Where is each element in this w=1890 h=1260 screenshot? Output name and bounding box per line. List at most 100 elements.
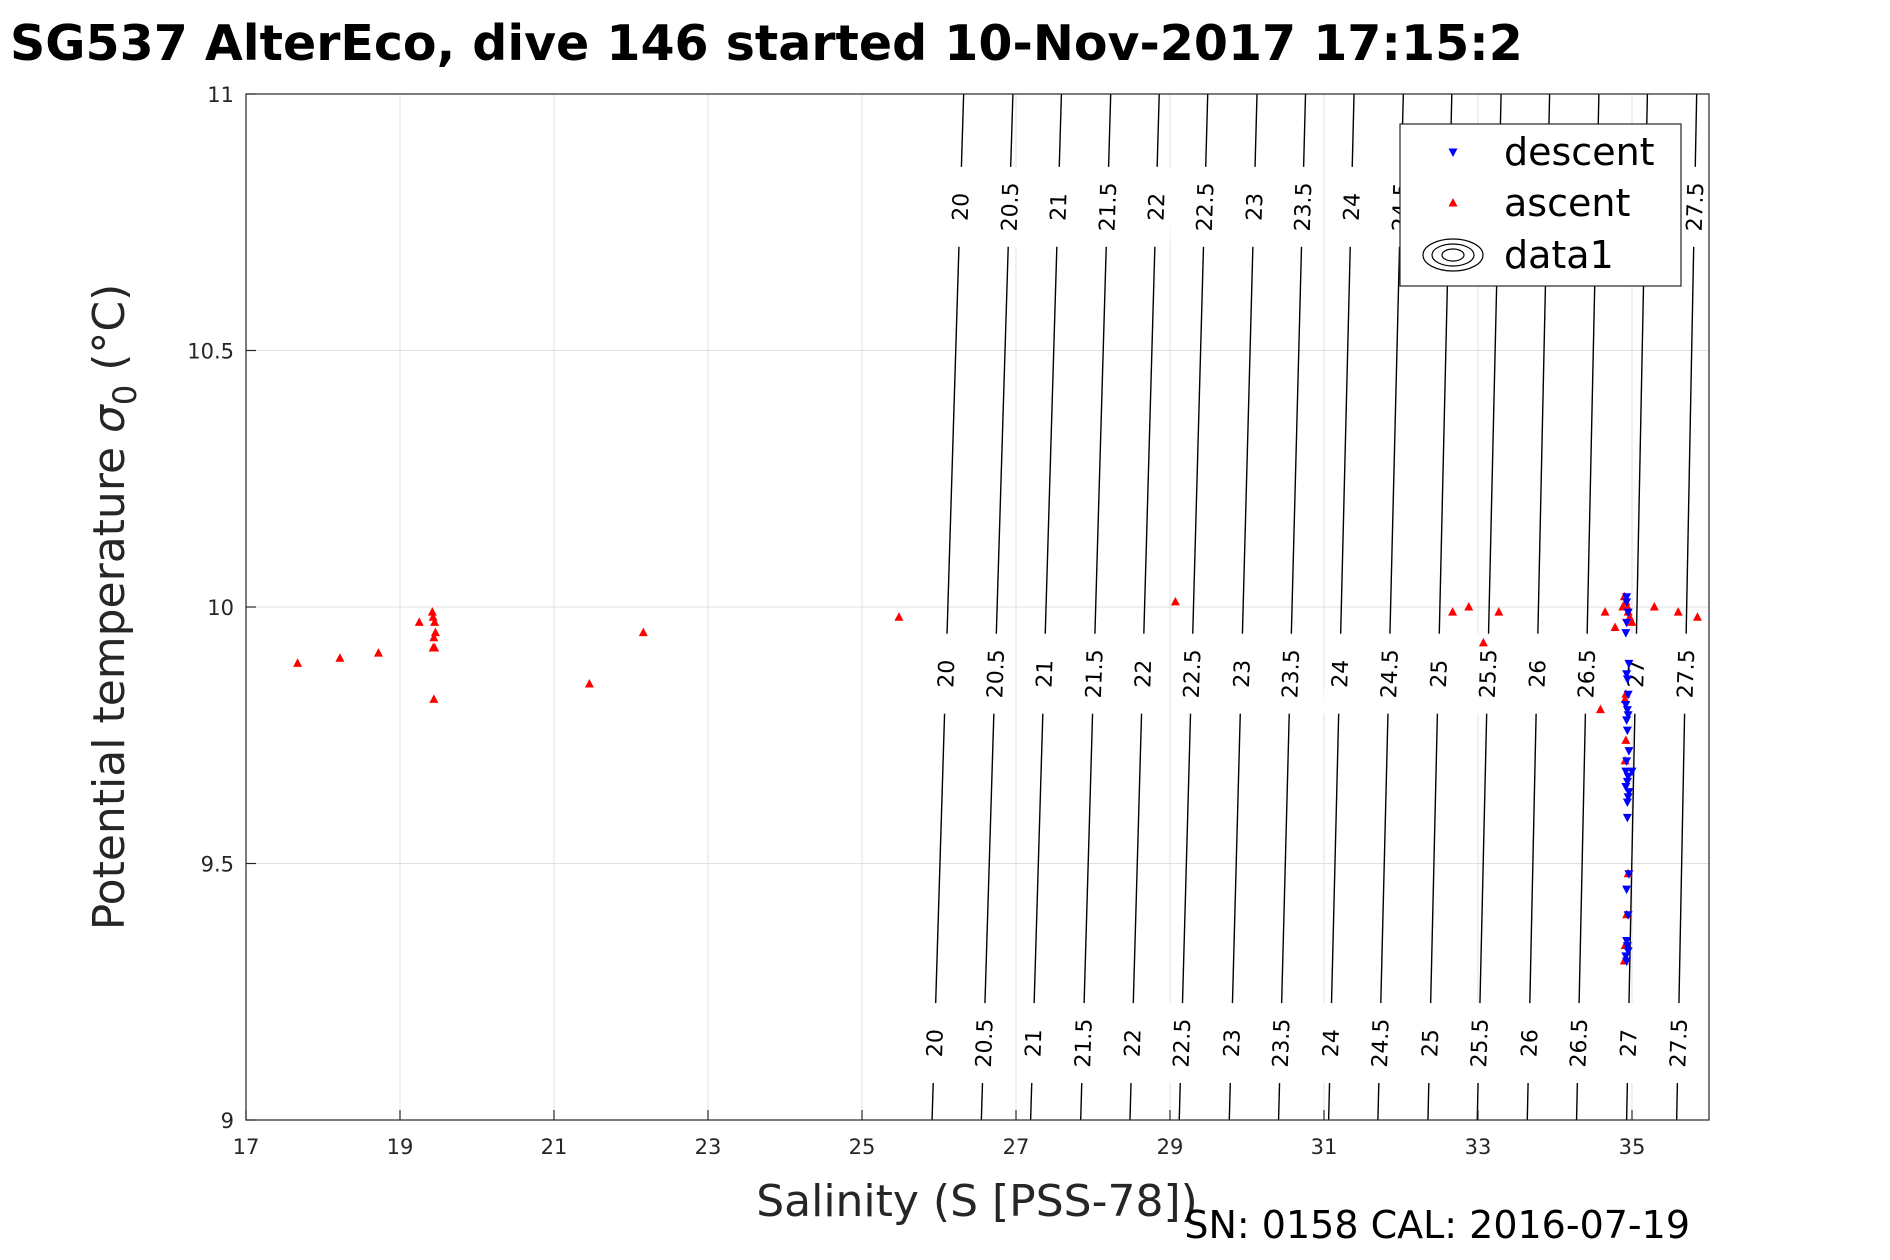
contour-line <box>980 93 1014 1121</box>
contour-label-text: 25.5 <box>1467 1018 1494 1068</box>
contour-label: 22.5 <box>1188 166 1221 248</box>
contour-label: 25.5 <box>1471 633 1505 715</box>
contour-label-text: 22 <box>1145 192 1171 221</box>
ascent-point <box>430 617 440 626</box>
contour-line <box>1377 93 1405 1121</box>
contour-label: 23.5 <box>1264 1002 1297 1084</box>
contour-label: 22.5 <box>1175 633 1209 715</box>
ascent-point <box>1621 735 1631 744</box>
contour-label-text: 27 <box>1617 1029 1643 1058</box>
contour-label-text: 20.5 <box>983 649 1010 699</box>
contour-label: 25 <box>1421 633 1455 715</box>
descent-point <box>1624 788 1634 797</box>
ascent-point <box>1448 607 1458 616</box>
descent-point <box>1623 711 1633 720</box>
legend-contour-icon <box>1441 248 1465 262</box>
ascent-point <box>1692 612 1702 621</box>
descent-point <box>1623 608 1633 618</box>
x-tick-label: 33 <box>1465 1135 1492 1159</box>
ascent-point <box>1170 596 1180 606</box>
contour-label-background <box>967 1002 1001 1084</box>
ascent-point <box>1673 607 1683 616</box>
contour-label: 27 <box>1611 1002 1645 1084</box>
contour-line <box>1277 93 1307 1121</box>
contour-label: 22.5 <box>1164 1002 1198 1084</box>
contour-label-text: 20 <box>923 1029 949 1058</box>
contour-label-text: 24 <box>1319 1029 1345 1058</box>
contour-label-text: 24 <box>1328 659 1354 688</box>
ascent-point <box>1464 602 1474 611</box>
contour-label-text: 23.5 <box>1278 649 1305 699</box>
contour-label: 21 <box>1027 633 1061 715</box>
contour-label: 21.5 <box>1091 166 1124 248</box>
contour-label: 23.5 <box>1273 633 1307 715</box>
ascent-point <box>430 643 440 652</box>
contour-label-text: 22.5 <box>1170 1018 1197 1068</box>
legend-contour-icon <box>1422 238 1484 272</box>
contour-label: 20 <box>943 166 977 248</box>
contour-label-background <box>1273 633 1307 715</box>
contour-label-text: 27.5 <box>1683 182 1710 232</box>
ascent-point <box>414 617 424 626</box>
axis-ticks: 17 19 21 23 25 27 29 31 33 35 9 9.5 10 10.5 11 <box>187 83 1645 1159</box>
descent-point <box>1622 706 1632 715</box>
contour-line <box>931 93 965 1121</box>
contour-label-background <box>1066 1002 1100 1084</box>
contour-label-background <box>1188 166 1221 248</box>
contour-label: 21 <box>1041 166 1075 248</box>
contour-label-text: 26 <box>1517 1029 1543 1058</box>
ascent-point <box>1620 694 1630 703</box>
contour-label-background <box>1668 633 1702 715</box>
x-tick-label: 23 <box>695 1135 722 1159</box>
descent-point <box>1622 593 1632 602</box>
contour-label-text: 23.5 <box>1269 1018 1296 1068</box>
contour-label-background <box>993 166 1026 248</box>
descent-point <box>1623 772 1633 782</box>
ascent-point <box>1600 607 1610 616</box>
contour-label-text: 22 <box>1131 659 1157 688</box>
contour-label-background <box>1314 1002 1347 1084</box>
ascent-point <box>427 607 437 616</box>
contour-line <box>1129 93 1160 1121</box>
contour-label-text: 25 <box>1418 1029 1444 1058</box>
contour-label: 27.5 <box>1661 1002 1695 1084</box>
legend-contour-icon <box>1431 243 1475 267</box>
contour-label-background <box>1016 1002 1050 1084</box>
contour-label: 20.5 <box>993 166 1026 248</box>
contour-label-background <box>1462 1002 1496 1084</box>
contour-label-background <box>1520 633 1554 715</box>
contour-label: 20 <box>929 633 963 715</box>
contour-label-background <box>1611 1002 1645 1084</box>
descent-point <box>1621 952 1631 961</box>
x-tick-label: 21 <box>541 1135 568 1159</box>
contour-label-text: 24.5 <box>1377 649 1404 699</box>
contour-line <box>1675 93 1698 1121</box>
descent-point <box>1627 767 1637 777</box>
contour-label-background <box>1421 633 1455 715</box>
contour-label-background <box>1413 1002 1447 1084</box>
contour-label: 27.5 <box>1668 633 1702 715</box>
contour-label: 23 <box>1237 166 1271 248</box>
contour-label: 24 <box>1334 166 1368 248</box>
contour-label-background <box>1164 1002 1198 1084</box>
contour-label-text: 25.5 <box>1476 649 1503 699</box>
contour-label-background <box>1214 1002 1248 1084</box>
legend-items: descent ascent data1 <box>1422 130 1655 277</box>
ascent-point <box>1627 617 1637 626</box>
contour-line <box>1178 93 1209 1121</box>
contour-label: 20.5 <box>978 633 1012 715</box>
contour-label-text: 25 <box>1427 659 1453 688</box>
ascent-point <box>429 694 439 703</box>
descent-point <box>1621 629 1631 638</box>
ascent-point <box>428 612 438 621</box>
legend-entry-data1: data1 <box>1504 233 1614 277</box>
y-tick-label: 10 <box>207 596 234 620</box>
contour-label-background <box>1224 633 1258 715</box>
descent-point <box>1624 747 1634 756</box>
footer-serial-cal: SN: 0158 CAL: 2016-07-19 <box>1184 1203 1690 1247</box>
contour-label: 23 <box>1214 1002 1248 1084</box>
descent-point <box>1624 659 1634 669</box>
contour-label: 25 <box>1413 1002 1447 1084</box>
contour-label-background <box>1334 166 1368 248</box>
